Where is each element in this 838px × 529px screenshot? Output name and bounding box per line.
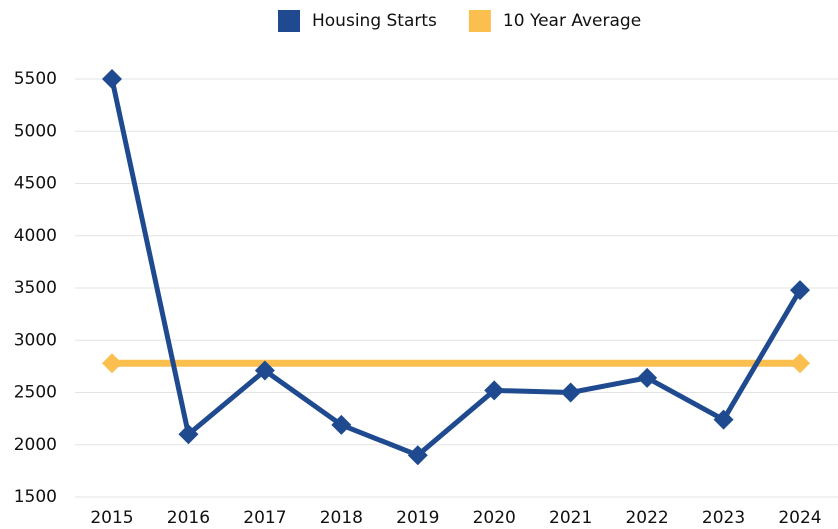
x-tick-label: 2022 xyxy=(625,508,668,528)
point-marker xyxy=(713,409,734,430)
y-tick-label: 4000 xyxy=(14,226,57,246)
point-marker xyxy=(560,382,581,403)
legend-label: 10 Year Average xyxy=(503,11,641,31)
point-marker xyxy=(331,414,352,435)
point-marker xyxy=(102,353,122,374)
point-marker xyxy=(637,367,658,388)
x-tick-label: 2020 xyxy=(473,508,516,528)
point-marker xyxy=(790,280,810,301)
y-tick-label: 3500 xyxy=(14,278,57,298)
point-marker xyxy=(790,353,810,374)
point-marker xyxy=(254,360,275,381)
x-tick-label: 2019 xyxy=(396,508,439,528)
y-tick-label: 1500 xyxy=(14,487,57,507)
point-marker xyxy=(484,380,505,401)
x-tick-label: 2024 xyxy=(778,508,821,528)
y-tick-label: 5000 xyxy=(14,121,57,141)
x-tick-label: 2018 xyxy=(320,508,363,528)
legend-swatch xyxy=(468,10,491,32)
point-marker xyxy=(178,424,199,445)
x-tick-label: 2016 xyxy=(167,508,210,528)
legend-label: Housing Starts xyxy=(312,11,437,31)
y-tick-label: 3000 xyxy=(14,330,57,350)
x-tick-label: 2023 xyxy=(702,508,745,528)
point-marker xyxy=(407,445,428,466)
y-tick-label: 4500 xyxy=(14,174,57,194)
point-marker xyxy=(102,69,122,89)
y-tick-label: 2000 xyxy=(14,435,57,455)
legend-swatch xyxy=(278,10,300,32)
y-tick-label: 5500 xyxy=(14,69,57,89)
x-tick-label: 2021 xyxy=(549,508,592,528)
series-line xyxy=(109,78,803,458)
y-tick-label: 2500 xyxy=(14,383,57,403)
x-tick-label: 2017 xyxy=(243,508,286,528)
x-tick-label: 2015 xyxy=(90,508,133,528)
